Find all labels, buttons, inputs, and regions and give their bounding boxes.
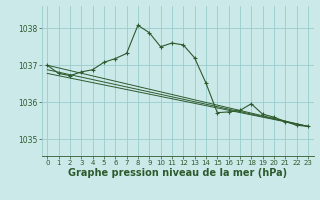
X-axis label: Graphe pression niveau de la mer (hPa): Graphe pression niveau de la mer (hPa) — [68, 168, 287, 178]
